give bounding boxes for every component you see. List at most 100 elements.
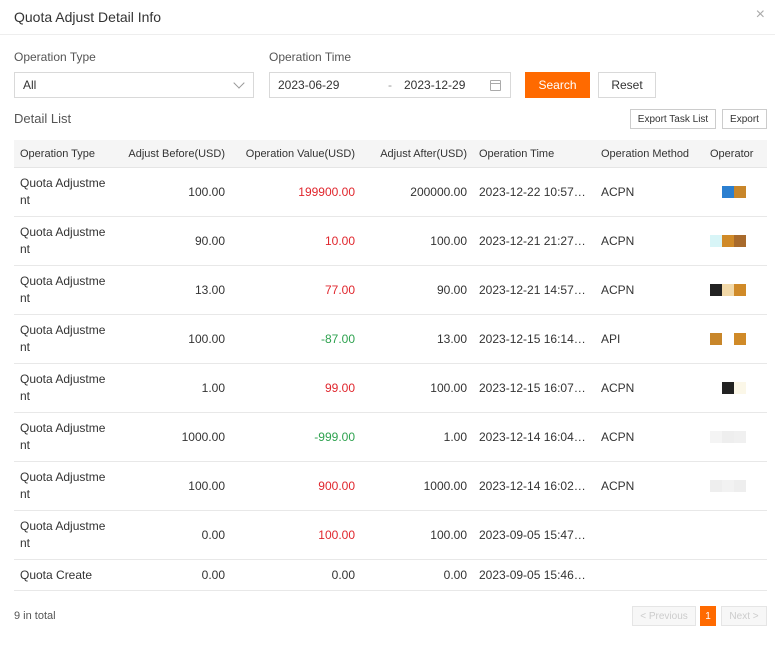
avatar-pixel <box>734 382 746 395</box>
adjust-after-cell-text: 1000.00 <box>423 478 467 493</box>
adjust-before-cell-text: 13.00 <box>194 282 225 297</box>
adjust-after-cell-text: 200000.00 <box>410 184 467 199</box>
operation-time-cell: 2023-12-14 16:04:... <box>473 412 595 462</box>
chevron-down-icon <box>233 77 245 89</box>
operation-value-cell-text: 0.00 <box>331 567 355 582</box>
adjust-after-cell: 1000.00 <box>361 461 473 511</box>
operator-cell <box>704 314 767 364</box>
avatar-pixel <box>710 186 722 199</box>
operation-method-cell: ACPN <box>595 265 704 315</box>
column-header: Operation Type <box>14 140 118 168</box>
operation-value-cell: 900.00 <box>231 461 361 511</box>
operator-avatar <box>710 431 746 444</box>
avatar-pixel <box>722 284 734 297</box>
operation-value-cell-text: -87.00 <box>320 331 355 346</box>
adjust-after-cell-text: 90.00 <box>436 282 467 297</box>
adjust-after-cell: 200000.00 <box>361 167 473 217</box>
adjust-before-cell: 100.00 <box>118 314 231 364</box>
avatar-pixel <box>710 284 722 297</box>
calendar-icon[interactable] <box>490 80 501 91</box>
adjust-before-cell: 13.00 <box>118 265 231 315</box>
operation-type-select[interactable]: All <box>14 72 254 98</box>
avatar-pixel <box>734 480 746 493</box>
operation-time-cell-text: 2023-12-14 16:04:... <box>479 429 587 444</box>
avatar-pixel <box>710 431 722 444</box>
avatar-pixel <box>734 333 746 346</box>
date-separator: - <box>388 78 392 92</box>
operation-method-cell-text: ACPN <box>601 380 635 395</box>
total-count: 9 in total <box>14 610 56 622</box>
avatar-pixel <box>722 333 734 346</box>
start-date-input[interactable]: 2023-06-29 <box>278 78 340 92</box>
operation-method-cell: ACPN <box>595 167 704 217</box>
operation-method-cell-text: API <box>601 331 621 346</box>
detail-table: Operation Type Adjust Before(USD) Operat… <box>14 140 767 591</box>
operation-time-cell: 2023-09-05 15:46:... <box>473 559 595 591</box>
operation-value-cell-text: 10.00 <box>324 233 355 248</box>
table-row: Quota Adjustment 0.00 100.00 100.00 2023-09-… <box>14 510 767 560</box>
column-header: Operation Time <box>473 140 595 168</box>
adjust-after-cell: 13.00 <box>361 314 473 364</box>
table-body: Quota Adjustment 100.00 199900.00 200000.00… <box>14 167 767 591</box>
operation-type-cell: Quota Create <box>14 559 118 591</box>
adjust-after-cell: 100.00 <box>361 216 473 266</box>
page-1-button[interactable]: 1 <box>700 606 716 626</box>
operation-value-cell-text: 199900.00 <box>298 184 355 199</box>
operator-avatar <box>710 235 746 248</box>
end-date-input[interactable]: 2023-12-29 <box>404 78 466 92</box>
operation-method-cell <box>595 559 704 591</box>
operator-cell <box>704 461 767 511</box>
operation-time-cell: 2023-12-21 14:57:... <box>473 265 595 315</box>
table-header-row: Operation Type Adjust Before(USD) Operat… <box>14 140 767 168</box>
operation-method-cell-text: ACPN <box>601 282 635 297</box>
operation-time-cell: 2023-12-21 21:27:... <box>473 216 595 266</box>
search-button[interactable]: Search <box>525 72 590 98</box>
avatar-pixel <box>710 480 722 493</box>
table-row: Quota Adjustment 1.00 99.00 100.00 2023-12-1… <box>14 363 767 413</box>
operation-type-cell-text: Quota Adjustment <box>20 421 106 452</box>
operation-value-cell-text: 100.00 <box>318 527 355 542</box>
adjust-after-cell: 1.00 <box>361 412 473 462</box>
table-row: Quota Adjustment 100.00 900.00 1000.00 2023-… <box>14 461 767 511</box>
adjust-after-cell-text: 100.00 <box>430 380 467 395</box>
export-task-list-button[interactable]: Export Task List <box>630 109 716 129</box>
previous-page-button[interactable]: < Previous <box>632 606 696 626</box>
date-range-picker[interactable]: 2023-06-29 - 2023-12-29 <box>269 72 511 98</box>
operation-time-cell-text: 2023-12-21 21:27:... <box>479 233 587 248</box>
adjust-before-cell-text: 1.00 <box>201 380 225 395</box>
operator-cell <box>704 216 767 266</box>
operation-method-cell: ACPN <box>595 412 704 462</box>
operation-value-cell-text: 77.00 <box>324 282 355 297</box>
avatar-pixel <box>734 284 746 297</box>
operation-time-cell-text: 2023-12-15 16:14:... <box>479 331 587 346</box>
table-row: Quota Adjustment 13.00 77.00 90.00 2023-12-2… <box>14 265 767 315</box>
adjust-before-cell-text: 0.00 <box>201 527 225 542</box>
detail-list-title: Detail List <box>14 111 72 126</box>
avatar-pixel <box>710 333 722 346</box>
operator-avatar <box>710 382 746 395</box>
adjust-after-cell-text: 13.00 <box>436 331 467 346</box>
operation-value-cell-text: -999.00 <box>314 429 355 444</box>
operation-time-cell: 2023-12-22 10:57:... <box>473 167 595 217</box>
adjust-after-cell: 0.00 <box>361 559 473 591</box>
operation-type-cell: Quota Adjustment <box>14 216 118 266</box>
column-header: Operation Value(USD) <box>231 140 361 168</box>
avatar-pixel <box>722 186 734 199</box>
operation-method-cell: ACPN <box>595 363 704 413</box>
adjust-before-cell: 1000.00 <box>118 412 231 462</box>
operation-time-label: Operation Time <box>269 50 352 64</box>
operation-time-cell-text: 2023-09-05 15:46:... <box>479 567 587 582</box>
dialog-header: Quota Adjust Detail Info × <box>0 0 775 35</box>
reset-button[interactable]: Reset <box>598 72 656 98</box>
export-button[interactable]: Export <box>722 109 767 129</box>
operation-time-cell-text: 2023-09-05 15:47:... <box>479 527 587 542</box>
operator-cell <box>704 265 767 315</box>
column-header: Adjust After(USD) <box>361 140 473 168</box>
close-icon[interactable]: × <box>755 6 765 23</box>
adjust-before-cell-text: 100.00 <box>188 331 225 346</box>
adjust-before-cell: 100.00 <box>118 167 231 217</box>
operator-avatar <box>710 333 746 346</box>
next-page-button[interactable]: Next > <box>721 606 767 626</box>
operation-value-cell: -999.00 <box>231 412 361 462</box>
operator-avatar <box>710 186 746 199</box>
